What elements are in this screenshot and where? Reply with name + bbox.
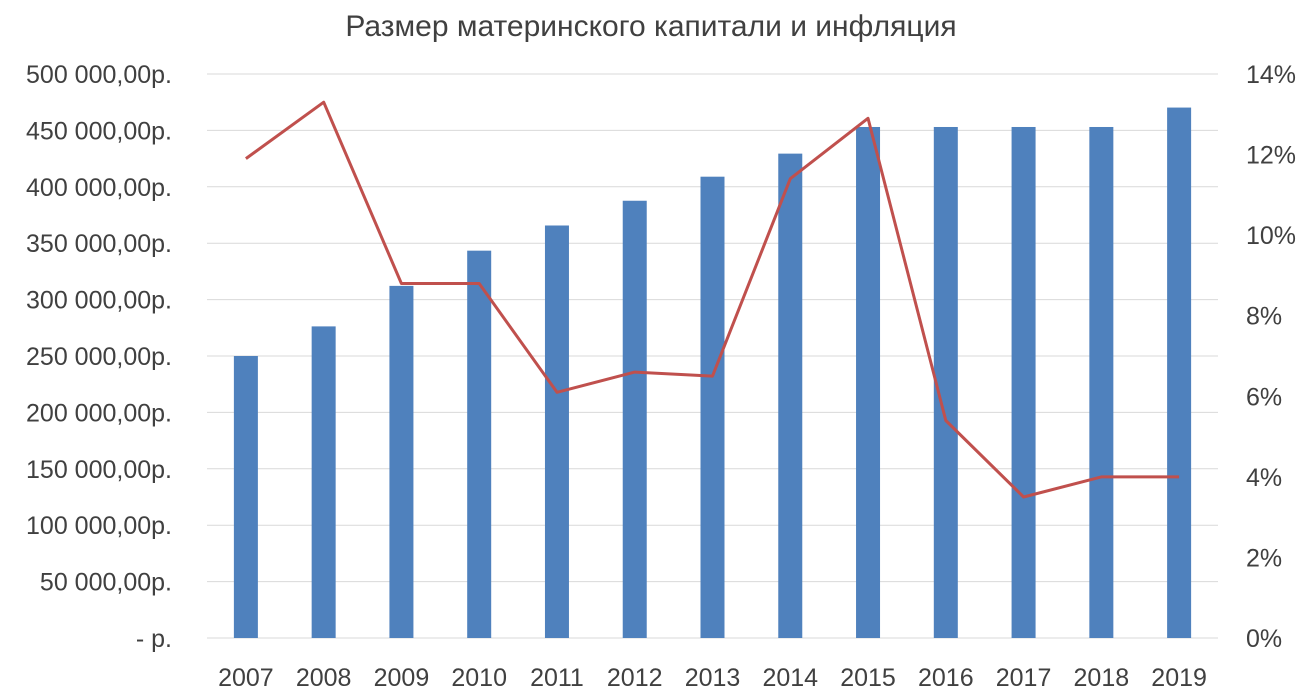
- bar-2008: [311, 326, 336, 638]
- bar-2007: [233, 356, 258, 638]
- left-tick-label: - р.: [136, 625, 172, 653]
- bar-2015: [856, 126, 881, 639]
- inflation-line: [245, 100, 1180, 499]
- x-tick-label: 2010: [451, 664, 507, 692]
- left-tick-label: 350 000,00р.: [26, 230, 172, 258]
- x-tick-label: 2012: [607, 664, 663, 692]
- bar-2011: [544, 225, 569, 638]
- right-tick-label: 2%: [1246, 544, 1282, 572]
- x-tick-label: 2014: [762, 664, 818, 692]
- x-tick-label: 2013: [685, 664, 741, 692]
- bar-2019: [1167, 107, 1192, 638]
- bar-2017: [1011, 126, 1036, 639]
- x-tick-label: 2017: [996, 664, 1052, 692]
- left-axis-ticks: - р. 50 000,00р. 100 000,00р. 150 000,00р. 2…: [26, 61, 172, 653]
- bar-2012: [622, 200, 647, 639]
- left-tick-label: 150 000,00р.: [26, 456, 172, 484]
- bar-2009: [389, 285, 414, 638]
- left-tick-label: 100 000,00р.: [26, 512, 172, 540]
- x-axis-ticks: 2007 2008 2009 2010 2011 2012 2013 2014 2015 2016…: [218, 664, 1207, 692]
- left-tick-label: 300 000,00р.: [26, 287, 172, 315]
- line-series: [245, 100, 1180, 499]
- x-tick-label: 2018: [1074, 664, 1130, 692]
- right-tick-label: 4%: [1246, 464, 1282, 492]
- left-tick-label: 400 000,00р.: [26, 174, 172, 202]
- bar-2010: [467, 250, 492, 638]
- right-tick-label: 14%: [1246, 61, 1296, 89]
- x-tick-label: 2007: [218, 664, 274, 692]
- right-tick-label: 0%: [1246, 625, 1282, 653]
- x-tick-label: 2009: [374, 664, 430, 692]
- left-tick-label: 250 000,00р.: [26, 343, 172, 371]
- x-tick-label: 2008: [296, 664, 352, 692]
- bar-series: [233, 107, 1192, 639]
- left-tick-label: 200 000,00р.: [26, 399, 172, 427]
- right-tick-label: 6%: [1246, 383, 1282, 411]
- x-tick-label: 2011: [530, 664, 584, 692]
- bar-2018: [1089, 126, 1114, 639]
- left-tick-label: 50 000,00р.: [40, 569, 172, 597]
- left-tick-label: 450 000,00р.: [26, 117, 172, 145]
- right-axis-ticks: 0% 2% 4% 6% 8% 10% 12% 14%: [1246, 61, 1296, 653]
- x-tick-label: 2019: [1151, 664, 1207, 692]
- bar-2013: [700, 176, 725, 638]
- right-tick-label: 8%: [1246, 303, 1282, 331]
- x-tick-label: 2015: [840, 664, 896, 692]
- bar-2014: [778, 153, 803, 638]
- x-tick-label: 2016: [918, 664, 974, 692]
- chart-title: Размер материнского капитали и инфляция: [345, 10, 956, 43]
- right-tick-label: 12%: [1246, 142, 1296, 170]
- right-tick-label: 10%: [1246, 222, 1296, 250]
- left-tick-label: 500 000,00р.: [26, 61, 172, 89]
- bar-2016: [933, 126, 958, 639]
